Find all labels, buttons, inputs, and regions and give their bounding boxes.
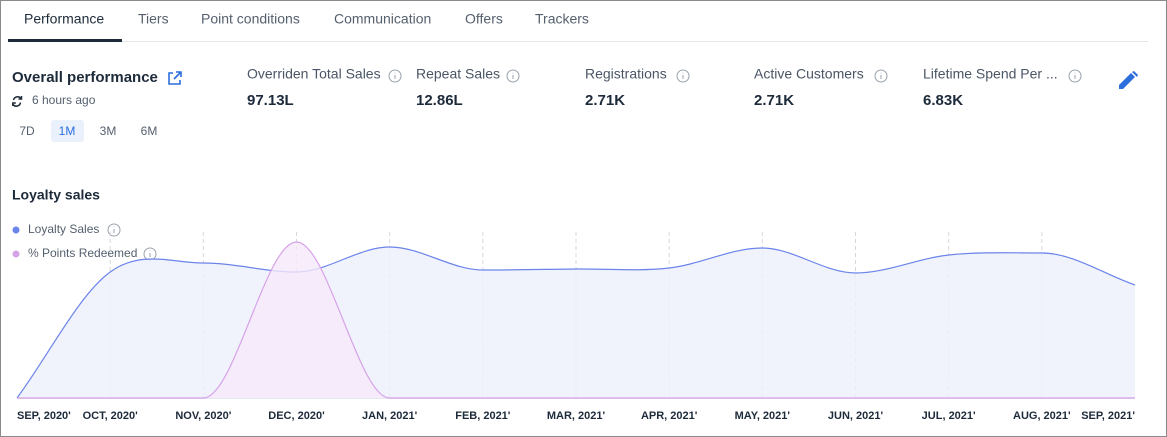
x-tick-label: MAY, 2021' xyxy=(735,410,791,422)
area-line xyxy=(16,246,1136,399)
area-fill xyxy=(17,242,1135,398)
info-icon[interactable] xyxy=(107,223,121,237)
legend-swatch xyxy=(12,250,20,258)
metric-label: Repeat Sales xyxy=(416,66,500,82)
info-icon[interactable] xyxy=(506,69,520,83)
x-tick-label: APR, 2021' xyxy=(641,410,698,422)
metric-value: 2.71K xyxy=(585,92,625,109)
metric-label: Registrations xyxy=(585,66,667,82)
overview-title: Overall performance xyxy=(12,69,158,86)
x-tick-label: NOV, 2020' xyxy=(175,410,231,422)
x-tick-label: FEB, 2021' xyxy=(455,410,511,422)
metric-label: Active Customers xyxy=(754,66,864,82)
legend-swatch xyxy=(12,226,20,234)
chart-title: Loyalty sales xyxy=(12,187,100,203)
chart: SEP, 2020' OCT, 2020' NOV, 2020' DEC, 2020'… xyxy=(12,222,1136,422)
metric-value: 12.86L xyxy=(416,92,463,109)
tab[interactable]: Tiers xyxy=(138,11,169,27)
tab[interactable]: Point conditions xyxy=(201,11,300,27)
x-tick-label: SEP, 2021' xyxy=(1081,410,1135,422)
active-tab-indicator xyxy=(8,39,122,42)
refresh-icon[interactable] xyxy=(12,96,23,107)
legend-label: Loyalty Sales xyxy=(28,222,99,236)
legend-label: % Points Redeemed xyxy=(28,246,137,260)
metric-value: 97.13L xyxy=(247,92,294,109)
tab[interactable]: Offers xyxy=(465,11,503,27)
x-tick-label: DEC, 2020' xyxy=(268,410,325,422)
metric-value: 2.71K xyxy=(754,92,794,109)
range-button[interactable]: 6M xyxy=(141,124,158,138)
updated-time: 6 hours ago xyxy=(32,93,96,107)
tab[interactable]: Communication xyxy=(334,11,431,27)
tab[interactable]: Trackers xyxy=(535,11,589,27)
x-tick-label: JAN, 2021' xyxy=(362,410,418,422)
info-icon[interactable] xyxy=(1068,69,1082,83)
info-icon[interactable] xyxy=(874,69,888,83)
x-tick-label: AUG, 2021' xyxy=(1013,410,1071,422)
edit-icon[interactable] xyxy=(1119,71,1138,89)
external-link-icon[interactable] xyxy=(168,71,182,85)
metrics: Overriden Total Sales 97.13L Repeat Sale… xyxy=(247,66,1058,109)
tab[interactable]: Performance xyxy=(24,11,104,27)
x-tick-label: SEP, 2020' xyxy=(17,410,71,422)
range-selected-bg xyxy=(51,120,84,142)
x-tick-label: JUN, 2021' xyxy=(828,410,884,422)
range-button[interactable]: 1M xyxy=(59,124,76,138)
x-tick-label: OCT, 2020' xyxy=(83,410,139,422)
range-button[interactable]: 3M xyxy=(100,124,117,138)
info-icons xyxy=(107,69,1082,261)
metric-value: 6.83K xyxy=(923,92,963,109)
metric-label: Lifetime Spend Per ... xyxy=(923,66,1058,82)
info-icon[interactable] xyxy=(676,69,690,83)
range-button[interactable]: 7D xyxy=(19,124,35,138)
metric-label: Overriden Total Sales xyxy=(247,66,381,82)
area-fill xyxy=(17,247,1135,398)
x-tick-label: JUL, 2021' xyxy=(922,410,976,422)
x-tick-label: MAR, 2021' xyxy=(547,410,606,422)
area-line xyxy=(17,241,1135,399)
info-icon[interactable] xyxy=(388,69,402,83)
